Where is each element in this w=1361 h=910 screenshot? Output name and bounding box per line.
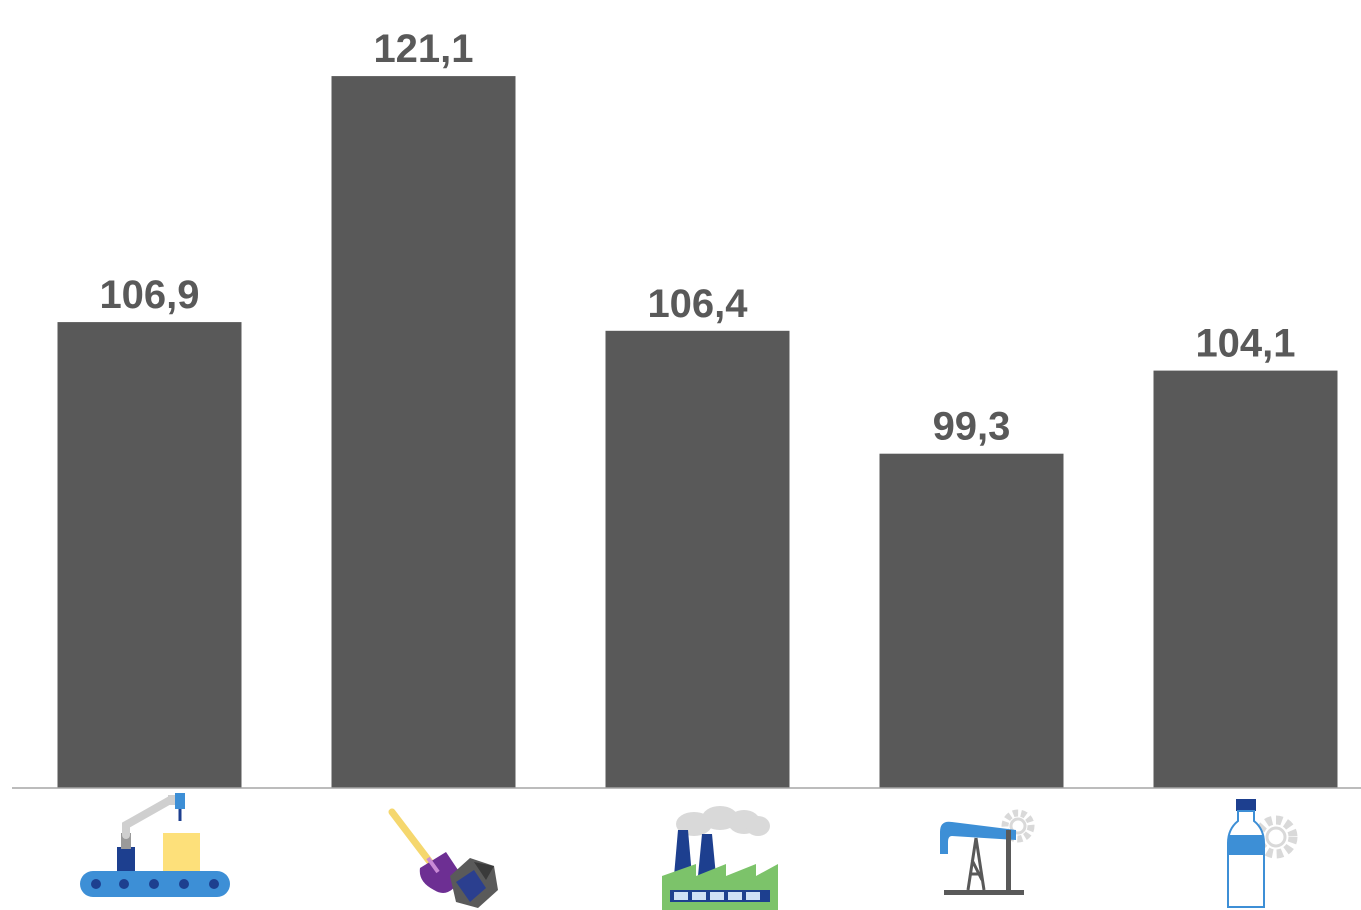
- conveyor-robot-arm-icon: [80, 793, 230, 897]
- bar-2: [331, 76, 516, 789]
- value-label-4: 99,3: [933, 405, 1011, 449]
- factory-smokestacks-icon: [662, 806, 778, 910]
- bar-4: [879, 453, 1064, 788]
- value-labels-group: 106,9 121,1 106,4 99,3 104,1: [99, 27, 1295, 449]
- value-label-5: 104,1: [1195, 322, 1295, 366]
- value-label-2: 121,1: [373, 27, 473, 71]
- water-bottle-gear-icon: [1227, 799, 1298, 908]
- bars-group: [57, 76, 1338, 789]
- value-label-1: 106,9: [99, 273, 199, 317]
- bar-1: [57, 322, 242, 788]
- oil-pump-jack-icon: [940, 809, 1035, 895]
- bar-5: [1153, 370, 1338, 788]
- bar-3: [605, 330, 790, 788]
- shovel-coal-icon: [388, 808, 498, 908]
- value-label-3: 106,4: [647, 282, 748, 326]
